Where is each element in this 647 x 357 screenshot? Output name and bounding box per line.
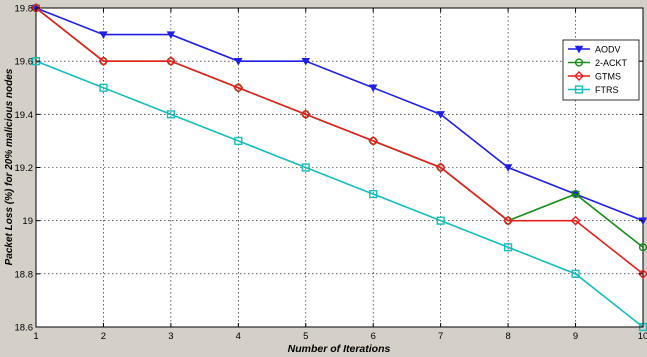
data-point-2-ackt: [571, 189, 580, 199]
legend: AODV 2-ACKT GTMS FTRS: [562, 39, 640, 101]
data-point-ftrs: [301, 163, 310, 172]
legend-label-ftrs: FTRS: [595, 85, 619, 95]
series-line-gtms: [35, 7, 644, 275]
x-tick-label: 2: [101, 331, 106, 342]
data-point-gtms: [435, 162, 446, 173]
legend-marker-2-ackt: [574, 58, 584, 67]
data-point-aodv: [166, 31, 176, 40]
data-point-gtms: [368, 135, 379, 146]
data-point-2-ackt: [638, 243, 647, 252]
data-point-aodv: [436, 111, 445, 119]
data-point-gtms: [300, 109, 311, 120]
y-tick-label: 19.4: [15, 110, 34, 121]
y-tick-label: 19.2: [15, 163, 34, 174]
series-line-ftrs: [35, 60, 644, 328]
plot-area: [35, 7, 644, 328]
series-line-aodv: [35, 7, 644, 222]
x-tick-label: 4: [236, 331, 241, 342]
data-point-gtms: [98, 56, 109, 67]
data-point-gtms: [503, 215, 514, 226]
data-point-ftrs: [166, 110, 175, 119]
data-point-gtms: [233, 82, 244, 93]
data-point-gtms: [570, 215, 581, 226]
x-tick-label: 7: [438, 331, 443, 342]
legend-label-2-ackt: 2-ACKT: [595, 58, 628, 68]
data-point-ftrs: [234, 136, 243, 146]
x-tick-label: 5: [303, 331, 308, 342]
legend-label-gtms: GTMS: [595, 72, 621, 82]
data-point-ftrs: [571, 269, 580, 278]
y-tick-label: 19.6: [15, 57, 34, 68]
legend-marker-aodv: [574, 45, 584, 54]
data-point-ftrs: [436, 216, 445, 225]
x-axis-label: Number of Iterations: [288, 343, 391, 355]
y-tick-label: 18.8: [15, 269, 34, 280]
data-point-aodv: [234, 57, 243, 66]
data-point-aodv: [368, 84, 378, 93]
data-point-gtms: [165, 56, 176, 67]
series-ftrs: [31, 57, 647, 332]
data-point-ftrs: [504, 243, 513, 252]
y-tick-label: 19.8: [15, 4, 34, 15]
y-axis-label: Packet Loss (%) for 20% malicious nodes: [4, 68, 15, 265]
legend-label-aodv: AODV: [595, 45, 621, 55]
axes: 1 2 3 4 5 6 7 8 9 10 18.6 18.8 19 19.2 19.4 19.6 19.8: [15, 4, 647, 343]
data-point-aodv: [301, 57, 311, 66]
data-point-aodv: [99, 31, 108, 40]
x-tick-label: 3: [168, 331, 173, 342]
x-tick-label: 8: [505, 331, 510, 342]
x-tick-label: 10: [638, 331, 647, 342]
x-tick-label: 6: [371, 331, 376, 342]
y-tick-label: 18.6: [15, 323, 34, 334]
y-tick-label: 19: [22, 216, 33, 227]
series-layer: [31, 3, 647, 332]
x-tick-label: 9: [573, 331, 578, 342]
series-gtms: [31, 3, 647, 279]
data-point-ftrs: [99, 83, 108, 92]
x-tick-label: 1: [33, 331, 38, 342]
legend-marker-ftrs: [574, 85, 584, 94]
data-point-gtms: [638, 268, 647, 279]
data-point-aodv: [503, 164, 513, 172]
legend-marker-gtms: [574, 71, 584, 81]
data-point-ftrs: [369, 189, 378, 199]
